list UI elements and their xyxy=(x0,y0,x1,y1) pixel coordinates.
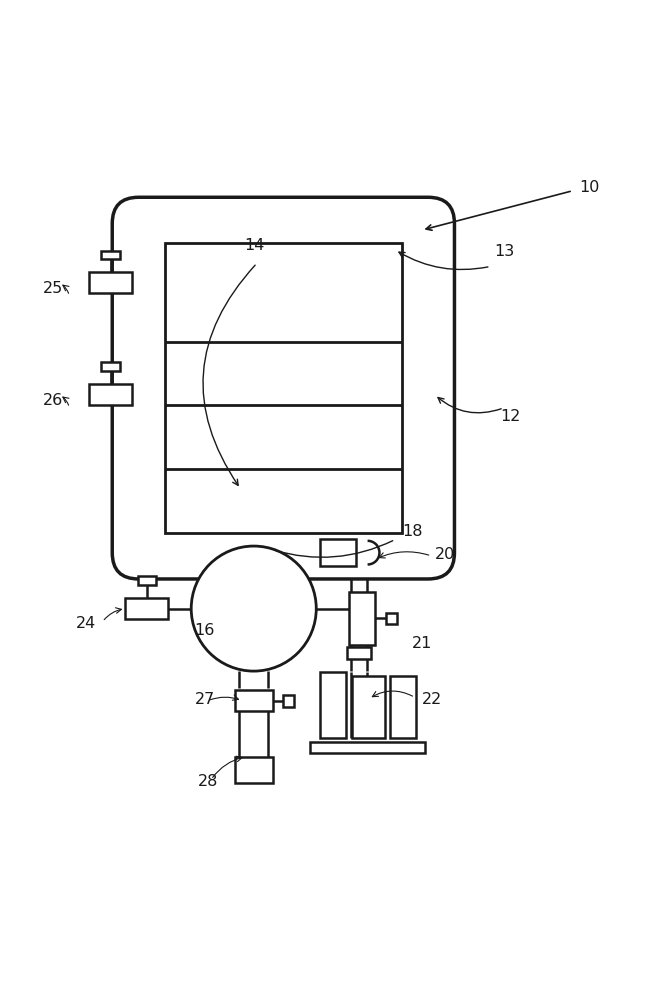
Bar xyxy=(347,647,371,659)
Bar xyxy=(89,384,132,405)
Bar xyxy=(89,272,132,293)
Bar xyxy=(386,613,396,624)
Text: 25: 25 xyxy=(43,281,63,296)
Text: 13: 13 xyxy=(494,244,514,259)
Bar xyxy=(101,362,120,371)
Circle shape xyxy=(192,546,317,671)
Bar xyxy=(284,695,294,707)
Text: 22: 22 xyxy=(421,692,442,707)
Text: 27: 27 xyxy=(194,692,215,707)
Bar xyxy=(320,672,346,738)
Text: 12: 12 xyxy=(501,409,521,424)
FancyBboxPatch shape xyxy=(112,197,454,579)
Bar xyxy=(349,592,376,645)
Text: 28: 28 xyxy=(198,774,218,789)
Text: 20: 20 xyxy=(435,547,455,562)
Text: 18: 18 xyxy=(402,524,422,539)
Bar xyxy=(352,676,385,738)
Bar xyxy=(165,243,402,533)
Bar xyxy=(235,757,273,783)
Text: 16: 16 xyxy=(194,623,215,638)
Text: 26: 26 xyxy=(43,393,63,408)
Bar xyxy=(235,690,273,711)
Bar xyxy=(310,742,425,753)
Bar xyxy=(390,676,416,738)
Bar xyxy=(101,251,120,259)
Bar xyxy=(126,598,168,619)
Text: 14: 14 xyxy=(244,238,264,253)
Text: 24: 24 xyxy=(76,616,96,631)
Bar xyxy=(138,576,156,585)
Text: 10: 10 xyxy=(579,180,600,195)
Text: 21: 21 xyxy=(412,636,432,651)
Bar xyxy=(320,539,355,566)
